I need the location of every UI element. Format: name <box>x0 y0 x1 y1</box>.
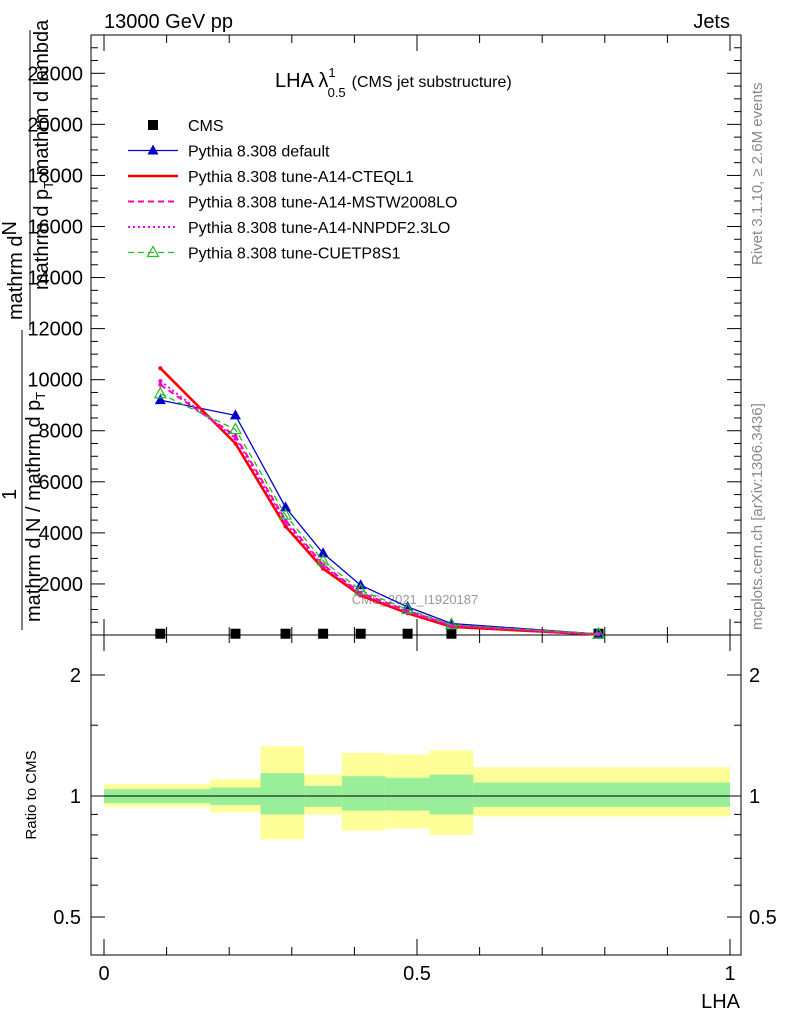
series-lines <box>153 366 606 639</box>
legend-marker-5 <box>146 245 160 258</box>
rivet-label: Rivet 3.1.10, ≥ 2.6M events <box>749 83 766 266</box>
series-1-point-3 <box>317 547 329 558</box>
upper-ytick-label-0: 2000 <box>39 574 84 596</box>
ylabel-bottom: mathrm d pT mathrm d lambda <box>31 19 56 290</box>
series-5-point-4 <box>354 583 368 595</box>
xtick-label-1: 0.5 <box>403 963 431 985</box>
header-right: Jets <box>693 11 730 33</box>
lower-ytick-label-right-0: 0.5 <box>749 907 777 929</box>
ratio-band-green-4 <box>341 776 386 811</box>
series-1-point-2 <box>280 501 292 512</box>
upper-ytick-label-7: 16000 <box>27 216 83 238</box>
upper-ytick-label-8: 18000 <box>27 165 83 187</box>
series-0-point-0 <box>155 628 166 639</box>
legend-label-1: Pythia 8.308 default <box>188 144 330 161</box>
series-line-4 <box>159 380 599 636</box>
lower-ytick-label-right-2: 2 <box>749 665 760 687</box>
series-4-point-2 <box>283 520 288 525</box>
series-5-point-2 <box>279 507 293 520</box>
lower-ytick-label-right-1: 1 <box>749 786 760 808</box>
header-left: 13000 GeV pp <box>104 11 233 33</box>
legend-label-4: Pythia 8.308 tune-A14-NNPDF2.3LO <box>188 220 450 237</box>
series-0-point-5 <box>402 628 413 639</box>
title-extra: (CMS jet substructure) <box>352 74 512 91</box>
title-sub: 0.5 <box>328 85 346 100</box>
legend-entry-2: Pythia 8.308 tune-A14-CTEQL1 <box>128 169 414 186</box>
series-5-point-3 <box>316 553 330 566</box>
series-5 <box>153 386 606 639</box>
series-0-point-4 <box>355 628 366 639</box>
upper-axis-ticks: 2000 4000 6000 8000 10000 12000 14000 16000 1800… <box>27 35 741 635</box>
series-5-point-7 <box>592 626 606 639</box>
series-3-point-0 <box>158 382 163 387</box>
upper-ytick-label-10: 22000 <box>27 63 83 85</box>
upper-ytick-label-1: 4000 <box>39 523 84 545</box>
legend-label-3: Pythia 8.308 tune-A14-MSTW2008LO <box>188 195 457 212</box>
series-5-point-5 <box>401 602 415 615</box>
upper-y-prefactor: 1 mathrm d N / mathrm d pT <box>0 330 48 630</box>
ratio-bands <box>104 746 730 840</box>
legend: CMS Pythia 8.308 default Pythia 8.308 tune… <box>128 118 457 263</box>
series-4-point-1 <box>233 436 238 441</box>
upper-ytick-label-3: 8000 <box>39 421 84 443</box>
title-main: LHA λ <box>275 70 328 92</box>
ylabel-pre-one: 1 <box>0 489 21 500</box>
legend-marker-0 <box>148 120 158 130</box>
lower-ytick-label-left-1: 1 <box>70 786 81 808</box>
legend-entry-1: Pythia 8.308 default <box>128 144 330 161</box>
x-axis-label: LHA <box>701 991 741 1013</box>
ratio-band-green-5 <box>385 777 430 811</box>
series-0-point-1 <box>230 628 241 639</box>
series-line-2 <box>159 367 599 636</box>
series-0-point-6 <box>446 628 457 639</box>
ratio-band-green-2 <box>260 773 305 815</box>
series-2-point-0 <box>158 366 163 371</box>
title-sup: 1 <box>328 65 335 80</box>
series-1-point-1 <box>229 409 241 420</box>
xtick-label-0: 0 <box>98 963 109 985</box>
lower-ytick-label-left-0: 0.5 <box>53 907 81 929</box>
upper-y-label: mathrm dN mathrm d pT mathrm d lambda <box>0 19 56 330</box>
series-0-point-2 <box>280 628 291 639</box>
legend-entry-4: Pythia 8.308 tune-A14-NNPDF2.3LO <box>128 220 450 237</box>
series-0-point-3 <box>318 628 329 639</box>
lower-y-label: Ratio to CMS <box>23 750 40 839</box>
upper-ytick-label-2: 6000 <box>39 472 84 494</box>
series-1-point-0 <box>154 394 166 405</box>
upper-ytick-label-4: 10000 <box>27 370 83 392</box>
upper-ytick-label-6: 14000 <box>27 268 83 290</box>
series-2-point-1 <box>233 441 238 446</box>
upper-ytick-label-9: 20000 <box>27 114 83 136</box>
legend-entry-3: Pythia 8.308 tune-A14-MSTW2008LO <box>128 195 457 212</box>
legend-marker-1 <box>147 144 159 155</box>
xtick-label-2: 1 <box>724 963 735 985</box>
series-5-point-6 <box>444 617 458 630</box>
ratio-band-green-7 <box>473 782 730 807</box>
lower-axis-ticks: 0 0.5 1 0.5 0.5 1 1 2 2 <box>53 635 777 985</box>
ratio-band-green-6 <box>429 774 474 815</box>
legend-label-0: CMS <box>188 118 224 135</box>
ylabel-top: mathrm dN <box>0 221 27 320</box>
lower-panel-frame <box>90 634 742 956</box>
legend-label-2: Pythia 8.308 tune-A14-CTEQL1 <box>188 169 414 186</box>
legend-label-5: Pythia 8.308 tune-CUETP8S1 <box>188 246 401 263</box>
series-line-1 <box>160 399 599 635</box>
upper-ytick-label-5: 12000 <box>27 319 83 341</box>
ylabel-pre-line: mathrm d N / mathrm d pT <box>23 392 48 622</box>
chart-title: LHA λ1 0.5 (CMS jet substructure) <box>275 65 512 100</box>
series-5-point-0 <box>153 386 167 399</box>
series-2-point-2 <box>283 524 288 529</box>
lower-ytick-label-left-2: 2 <box>70 665 81 687</box>
series-5-point-1 <box>228 422 242 435</box>
legend-entry-0: CMS <box>148 118 224 135</box>
legend-entry-5: Pythia 8.308 tune-CUETP8S1 <box>128 245 401 263</box>
series-line-5 <box>160 393 599 635</box>
mcplots-label: mcplots.cern.ch [arXiv:1306.3436] <box>749 403 766 630</box>
series-4-point-0 <box>158 378 163 383</box>
